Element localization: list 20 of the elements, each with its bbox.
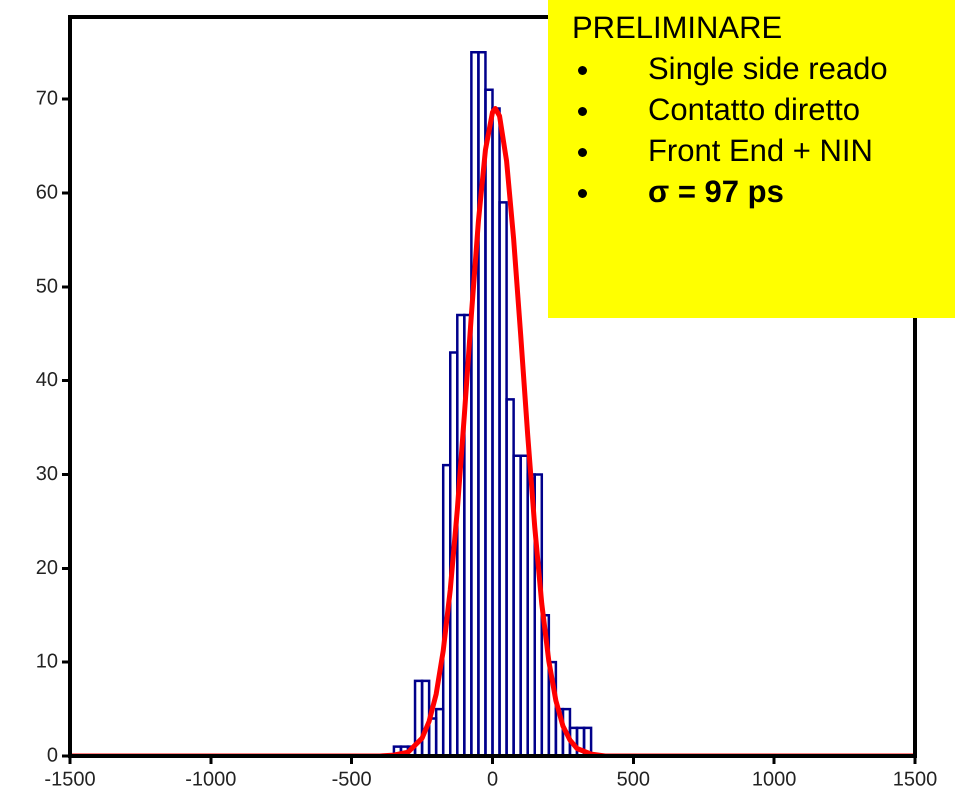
y-tick-label: 0 xyxy=(46,744,58,767)
annotation: Single side reado xyxy=(648,50,888,88)
y-tick-label: 10 xyxy=(36,650,58,673)
x-tick-label: -1500 xyxy=(44,768,96,791)
y-tick-label: 30 xyxy=(36,462,58,485)
y-tick-label: 50 xyxy=(36,275,58,298)
annotation: Contatto diretto xyxy=(648,90,860,129)
y-tick-label: 60 xyxy=(36,181,58,204)
y-tick-label: 70 xyxy=(36,88,58,110)
x-tick-label: 500 xyxy=(616,768,650,791)
x-tick-label: 1500 xyxy=(892,768,938,791)
x-tick-label: 0 xyxy=(486,768,498,791)
y-tick-label: 20 xyxy=(36,556,58,579)
x-tick-label: -1000 xyxy=(185,768,236,791)
annotation: σ = 97 ps xyxy=(648,172,784,211)
y-tick-label: 40 xyxy=(36,369,58,392)
annotation: Front End + NIN xyxy=(648,132,873,170)
x-tick-label: -500 xyxy=(332,768,372,791)
x-tick-label: 1000 xyxy=(752,768,796,791)
annotation: PRELIMINARE xyxy=(572,9,784,47)
